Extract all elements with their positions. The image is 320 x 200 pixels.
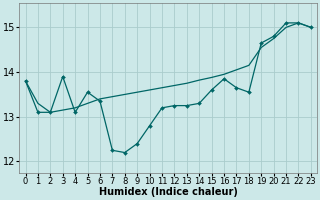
X-axis label: Humidex (Indice chaleur): Humidex (Indice chaleur)	[99, 187, 238, 197]
